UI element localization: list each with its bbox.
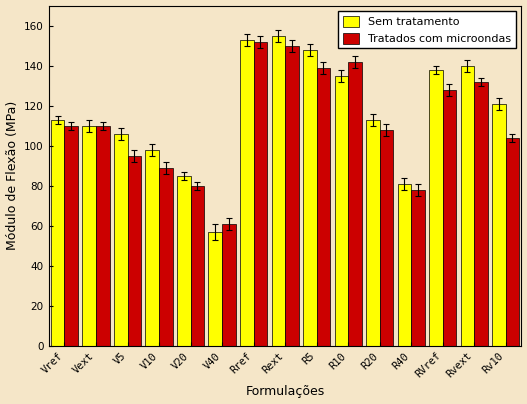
Bar [64,126,78,346]
Bar [474,82,488,346]
Bar [411,190,425,346]
Bar [145,150,159,346]
Bar [51,120,64,346]
Bar [159,168,173,346]
Bar [128,156,141,346]
Bar [303,50,317,346]
Bar [429,69,443,346]
Bar [82,126,96,346]
Y-axis label: Módulo de Flexão (MPa): Módulo de Flexão (MPa) [6,101,18,250]
Bar [285,46,299,346]
X-axis label: Formulações: Formulações [246,385,325,398]
Bar [335,76,348,346]
Bar [443,90,456,346]
Bar [348,61,362,346]
Bar [222,224,236,346]
Bar [317,67,330,346]
Bar [191,186,204,346]
Bar [177,176,191,346]
Bar [397,184,411,346]
Bar [209,232,222,346]
Bar [240,40,253,346]
Bar [271,36,285,346]
Bar [253,42,267,346]
Bar [114,134,128,346]
Bar [492,104,506,346]
Bar [96,126,110,346]
Legend: Sem tratamento, Tratados com microondas: Sem tratamento, Tratados com microondas [338,11,516,48]
Bar [461,65,474,346]
Bar [366,120,379,346]
Bar [506,138,519,346]
Bar [379,130,393,346]
